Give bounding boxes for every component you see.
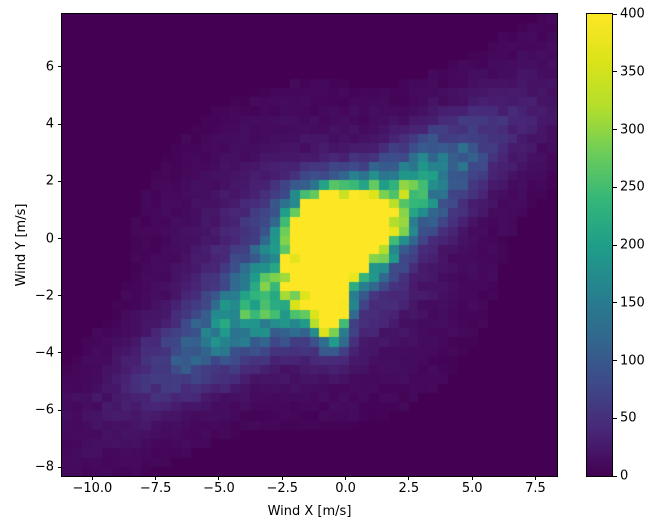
x-tick-label: −5.0 <box>203 481 235 496</box>
colorbar-tick-mark <box>613 302 617 304</box>
colorbar-tick-label: 300 <box>620 122 645 137</box>
colorbar-tick-label: 150 <box>620 295 645 311</box>
colorbar-tick-label: 100 <box>620 353 645 368</box>
colorbar-tick-label: 200 <box>620 237 645 253</box>
y-tick-label: 6 <box>45 59 54 75</box>
colorbar-tick-mark <box>613 360 617 361</box>
colorbar-tick-mark <box>613 71 617 73</box>
colorbar-tick-mark <box>613 417 617 419</box>
x-tick-label: 7.5 <box>525 481 546 496</box>
heatmap-canvas <box>62 14 557 476</box>
colorbar-tick-mark <box>613 13 617 15</box>
colorbar-tick-label: 0 <box>620 468 629 484</box>
y-axis-label: Wind Y [m/s] <box>14 203 29 287</box>
colorbar-tick-label: 50 <box>620 410 637 426</box>
x-tick-label: −7.5 <box>139 481 172 496</box>
colorbar <box>586 13 613 477</box>
y-tick-label: 0 <box>45 231 54 247</box>
y-tick-label: 2 <box>45 173 54 189</box>
y-tick-label: 4 <box>45 116 54 132</box>
colorbar-canvas <box>587 14 612 476</box>
colorbar-tick-mark <box>613 129 617 130</box>
x-tick-label: −2.5 <box>266 481 299 496</box>
colorbar-tick-mark <box>613 475 617 477</box>
y-tick-label: −6 <box>34 402 54 418</box>
colorbar-tick-label: 350 <box>620 64 645 80</box>
x-tick-label: 2.5 <box>398 481 420 496</box>
colorbar-tick-label: 400 <box>620 6 645 22</box>
x-tick-label: 0.0 <box>335 481 356 496</box>
y-tick-label: −2 <box>34 288 54 304</box>
x-axis-label: Wind X [m/s] <box>267 504 352 519</box>
colorbar-tick-mark <box>613 186 617 188</box>
colorbar-tick-mark <box>613 244 617 246</box>
x-tick-label: −10.0 <box>72 481 113 496</box>
colorbar-tick-label: 250 <box>620 179 645 195</box>
x-tick-label: 5.0 <box>461 481 483 496</box>
plot-area <box>61 13 558 477</box>
y-tick-label: −4 <box>34 345 54 361</box>
y-tick-label: −8 <box>34 459 54 475</box>
